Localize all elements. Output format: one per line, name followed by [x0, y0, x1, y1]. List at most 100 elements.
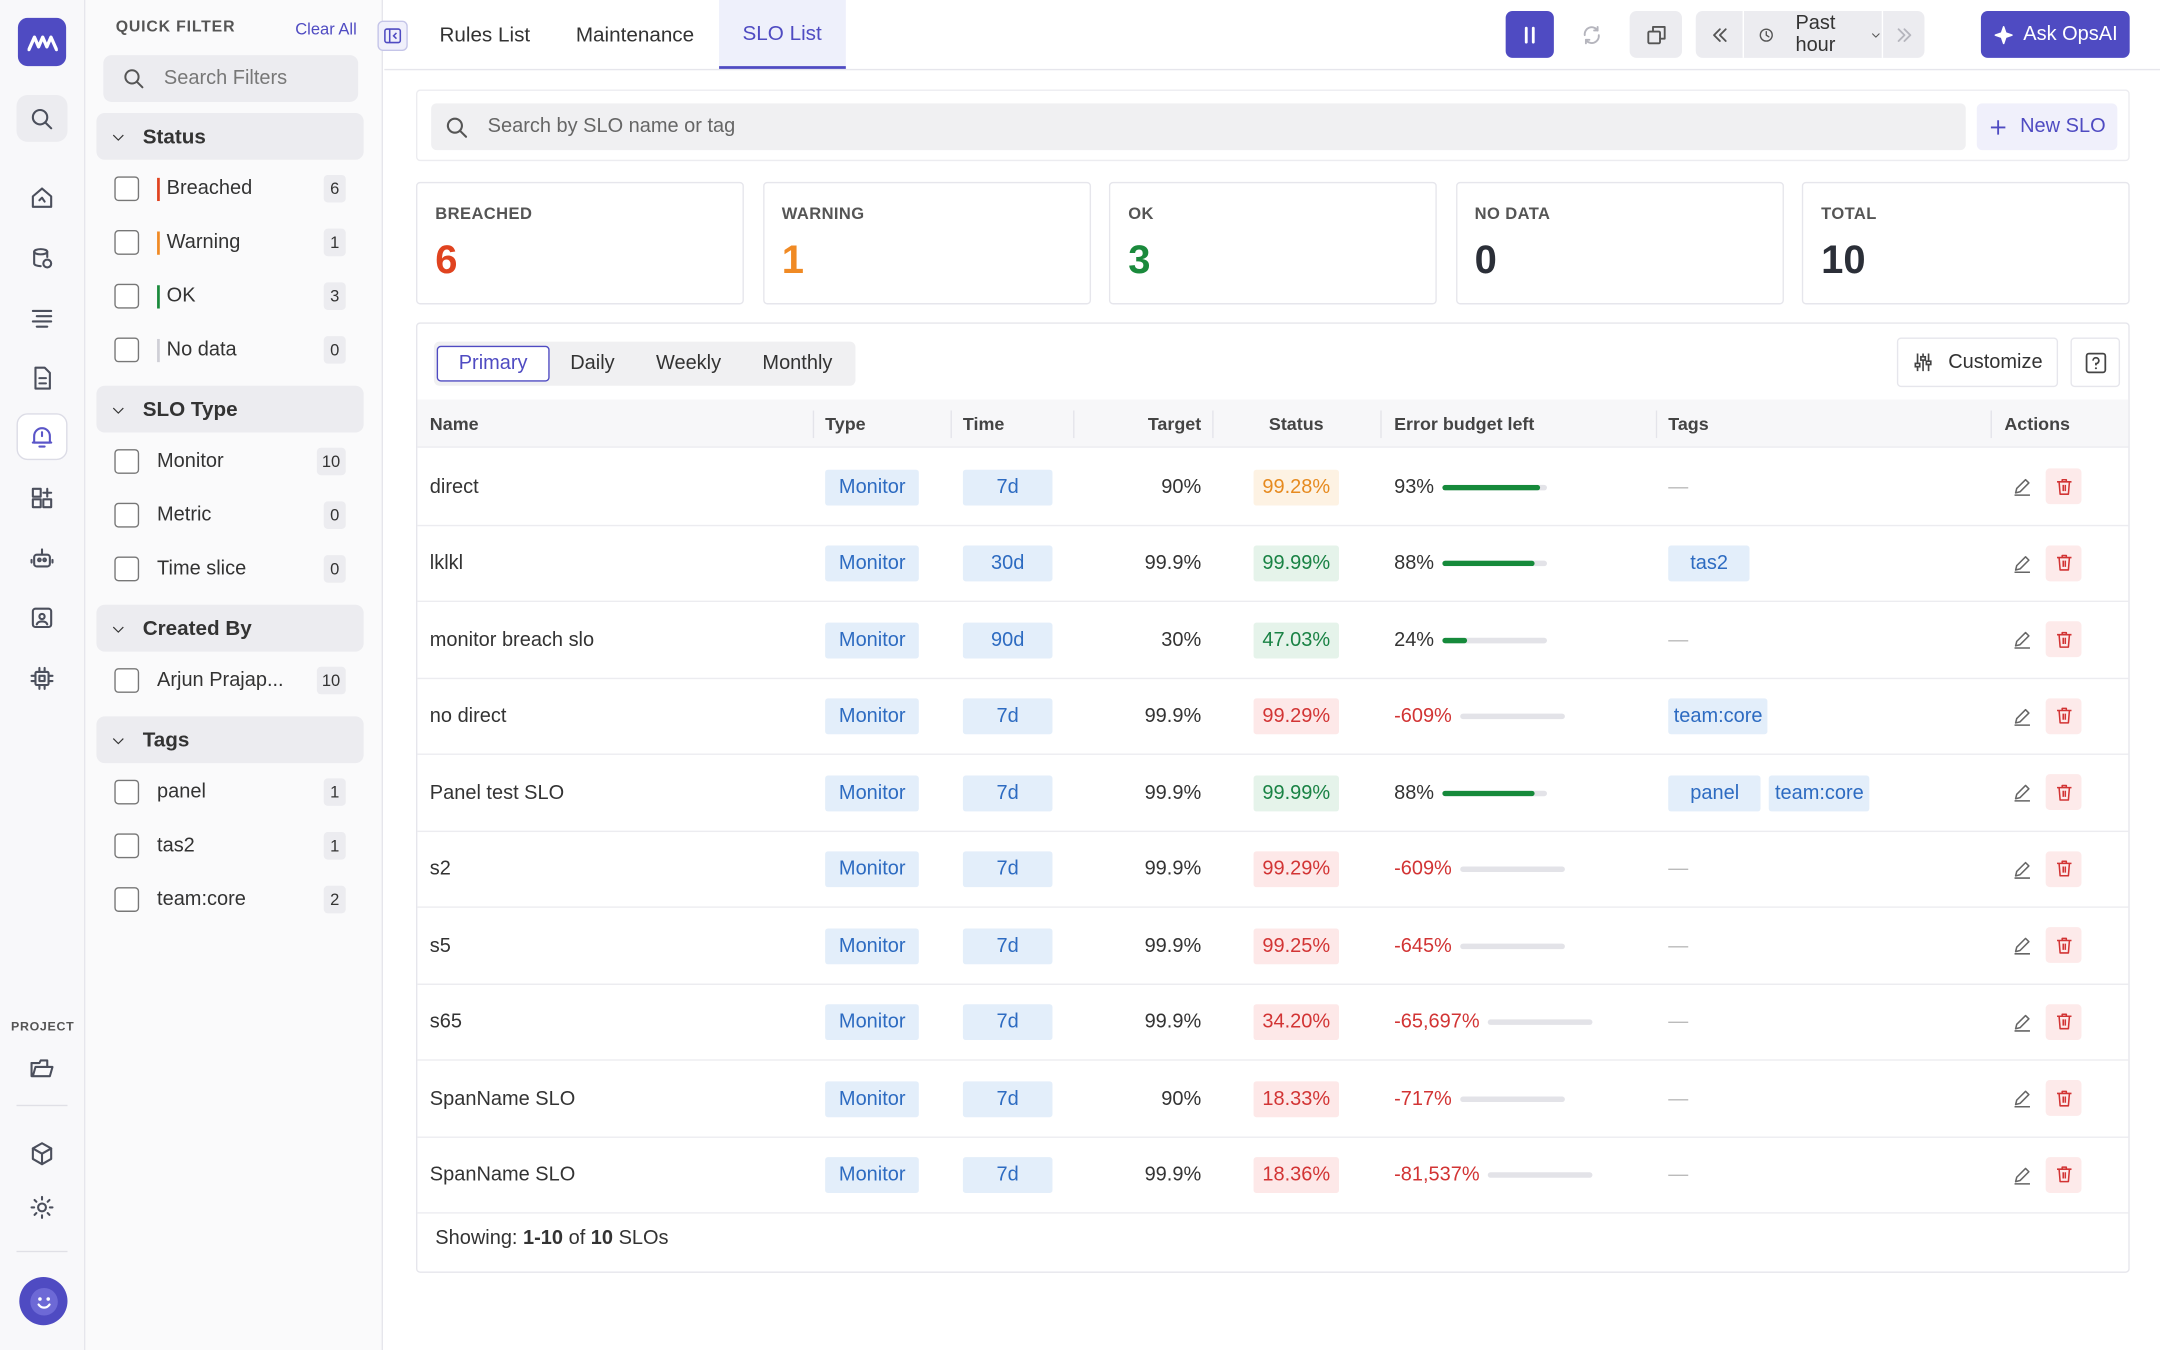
tab-rules-list[interactable]: Rules List	[439, 22, 531, 47]
filter-status-warning[interactable]: Warning 1	[114, 225, 346, 261]
customize-button[interactable]: Customize	[1896, 337, 2059, 388]
slo-name[interactable]: lklkl	[429, 552, 464, 575]
filter-type-metric[interactable]: Metric 0	[114, 497, 346, 533]
view-tab-monthly[interactable]: Monthly	[762, 352, 833, 375]
edit-button[interactable]	[2008, 931, 2036, 959]
slo-name[interactable]: s65	[429, 1011, 463, 1034]
summary-card-warning[interactable]: WARNING 1	[762, 181, 1091, 305]
filter-type-time-slice[interactable]: Time slice 0	[114, 551, 346, 587]
filter-tag-panel[interactable]: panel 1	[114, 774, 346, 810]
user-avatar[interactable]	[19, 1276, 68, 1326]
filter-status-no-data[interactable]: No data 0	[114, 332, 346, 368]
slo-name[interactable]: direct	[429, 475, 479, 498]
filter-type-monitor[interactable]: Monitor 10	[114, 444, 346, 480]
checkbox[interactable]	[114, 230, 140, 255]
col-status[interactable]: Status	[1268, 413, 1324, 434]
help-button[interactable]	[2070, 337, 2121, 388]
database-icon[interactable]	[17, 234, 68, 281]
table-row[interactable]: monitor breach slo Monitor 90d 30% 47.03…	[417, 602, 2129, 679]
delete-button[interactable]	[2045, 697, 2082, 734]
slo-name[interactable]: SpanName SLO	[429, 1087, 576, 1110]
slo-name[interactable]: Panel test SLO	[429, 781, 565, 804]
tag-chip[interactable]: team:core	[1668, 698, 1769, 735]
col-budget[interactable]: Error budget left	[1394, 413, 1535, 434]
search-icon[interactable]	[16, 95, 68, 142]
checkbox[interactable]	[114, 176, 140, 202]
new-slo-button[interactable]: New SLO	[1976, 103, 2118, 151]
table-row[interactable]: s2 Monitor 7d 99.9% 99.29% -609% —	[417, 831, 2129, 908]
chip-icon[interactable]	[17, 654, 68, 701]
summary-card-total[interactable]: TOTAL 10	[1801, 181, 2130, 305]
pause-button[interactable]	[1505, 11, 1554, 58]
refresh-button[interactable]	[1568, 11, 1616, 58]
logs-icon[interactable]	[17, 293, 68, 340]
view-tab-weekly[interactable]: Weekly	[655, 352, 722, 375]
table-row[interactable]: Panel test SLO Monitor 7d 99.9% 99.99% 8…	[417, 755, 2129, 832]
delete-button[interactable]	[2045, 1156, 2082, 1193]
summary-card-ok[interactable]: OK 3	[1108, 181, 1437, 305]
table-row[interactable]: lklkl Monitor 30d 99.9% 99.99% 88% tas2	[417, 526, 2129, 602]
tab-maintenance[interactable]: Maintenance	[575, 22, 695, 47]
status-section-header[interactable]: ⌵ Status	[96, 112, 364, 160]
filter-status-breached[interactable]: Breached 6	[114, 171, 346, 207]
checkbox[interactable]	[114, 449, 140, 474]
prev-range-button[interactable]	[1696, 11, 1744, 58]
app-logo-icon[interactable]	[17, 17, 67, 67]
tab-slo-list[interactable]: SLO List	[719, 0, 846, 69]
edit-button[interactable]	[2008, 472, 2036, 500]
col-type[interactable]: Type	[825, 413, 866, 434]
delete-button[interactable]	[2045, 468, 2082, 505]
checkbox[interactable]	[114, 833, 140, 859]
ask-opsai-button[interactable]: Ask OpsAI	[1980, 11, 2130, 58]
edit-button[interactable]	[2008, 855, 2036, 883]
edit-button[interactable]	[2008, 1161, 2036, 1189]
filter-search-input[interactable]: Search Filters	[103, 55, 359, 102]
settings-icon[interactable]	[17, 1183, 68, 1230]
edit-button[interactable]	[2008, 778, 2036, 806]
checkbox[interactable]	[114, 283, 140, 309]
slo-name[interactable]: no direct	[429, 705, 507, 728]
collapse-panel-button[interactable]	[377, 20, 408, 51]
document-icon[interactable]	[17, 354, 68, 401]
delete-button[interactable]	[2045, 774, 2082, 810]
checkbox[interactable]	[114, 887, 140, 912]
delete-button[interactable]	[2045, 850, 2082, 887]
view-tab-primary[interactable]: Primary	[436, 345, 550, 382]
summary-card-no-data[interactable]: NO DATA 0	[1455, 181, 1784, 305]
copy-button[interactable]	[1629, 11, 1682, 58]
edit-button[interactable]	[2008, 1084, 2036, 1112]
summary-card-breached[interactable]: BREACHED 6	[416, 181, 744, 305]
slo-search-input[interactable]: Search by SLO name or tag	[431, 103, 1966, 151]
tag-chip[interactable]: tas2	[1668, 545, 1751, 582]
service-map-icon[interactable]	[17, 594, 68, 641]
slo-name[interactable]: s5	[429, 934, 451, 957]
col-target[interactable]: Target	[1147, 413, 1202, 434]
table-row[interactable]: SpanName SLO Monitor 7d 90% 18.33% -717%…	[417, 1061, 2129, 1138]
checkbox[interactable]	[114, 556, 140, 582]
next-range-button[interactable]	[1883, 11, 1924, 58]
filter-status-ok[interactable]: OK 3	[114, 278, 346, 314]
folder-icon[interactable]	[17, 1044, 68, 1091]
slo-name[interactable]: SpanName SLO	[429, 1164, 576, 1187]
created-by-section-header[interactable]: ⌵ Created By	[96, 604, 364, 652]
bot-icon[interactable]	[17, 534, 68, 581]
tag-chip[interactable]: team:core	[1769, 774, 1870, 811]
edit-button[interactable]	[2008, 702, 2036, 730]
col-time[interactable]: Time	[962, 413, 1005, 434]
delete-button[interactable]	[2045, 1003, 2082, 1040]
table-row[interactable]: direct Monitor 7d 90% 99.28% 93% —	[417, 449, 2129, 526]
filter-created-by-user[interactable]: Arjun Prajap... 10	[114, 663, 346, 699]
delete-button[interactable]	[2045, 927, 2082, 963]
home-icon[interactable]	[17, 174, 68, 221]
checkbox[interactable]	[114, 779, 140, 805]
time-range-select[interactable]: Past hour	[1744, 11, 1884, 58]
tags-section-header[interactable]: ⌵ Tags	[96, 716, 364, 764]
checkbox[interactable]	[114, 502, 140, 528]
edit-button[interactable]	[2008, 549, 2036, 577]
slo-name[interactable]: monitor breach slo	[429, 628, 595, 651]
delete-button[interactable]	[2045, 544, 2082, 581]
package-icon[interactable]	[17, 1130, 68, 1177]
slo-type-section-header[interactable]: ⌵ SLO Type	[96, 385, 364, 433]
alerts-icon[interactable]	[16, 413, 68, 461]
table-row[interactable]: no direct Monitor 7d 99.9% 99.29% -609% …	[417, 678, 2129, 755]
